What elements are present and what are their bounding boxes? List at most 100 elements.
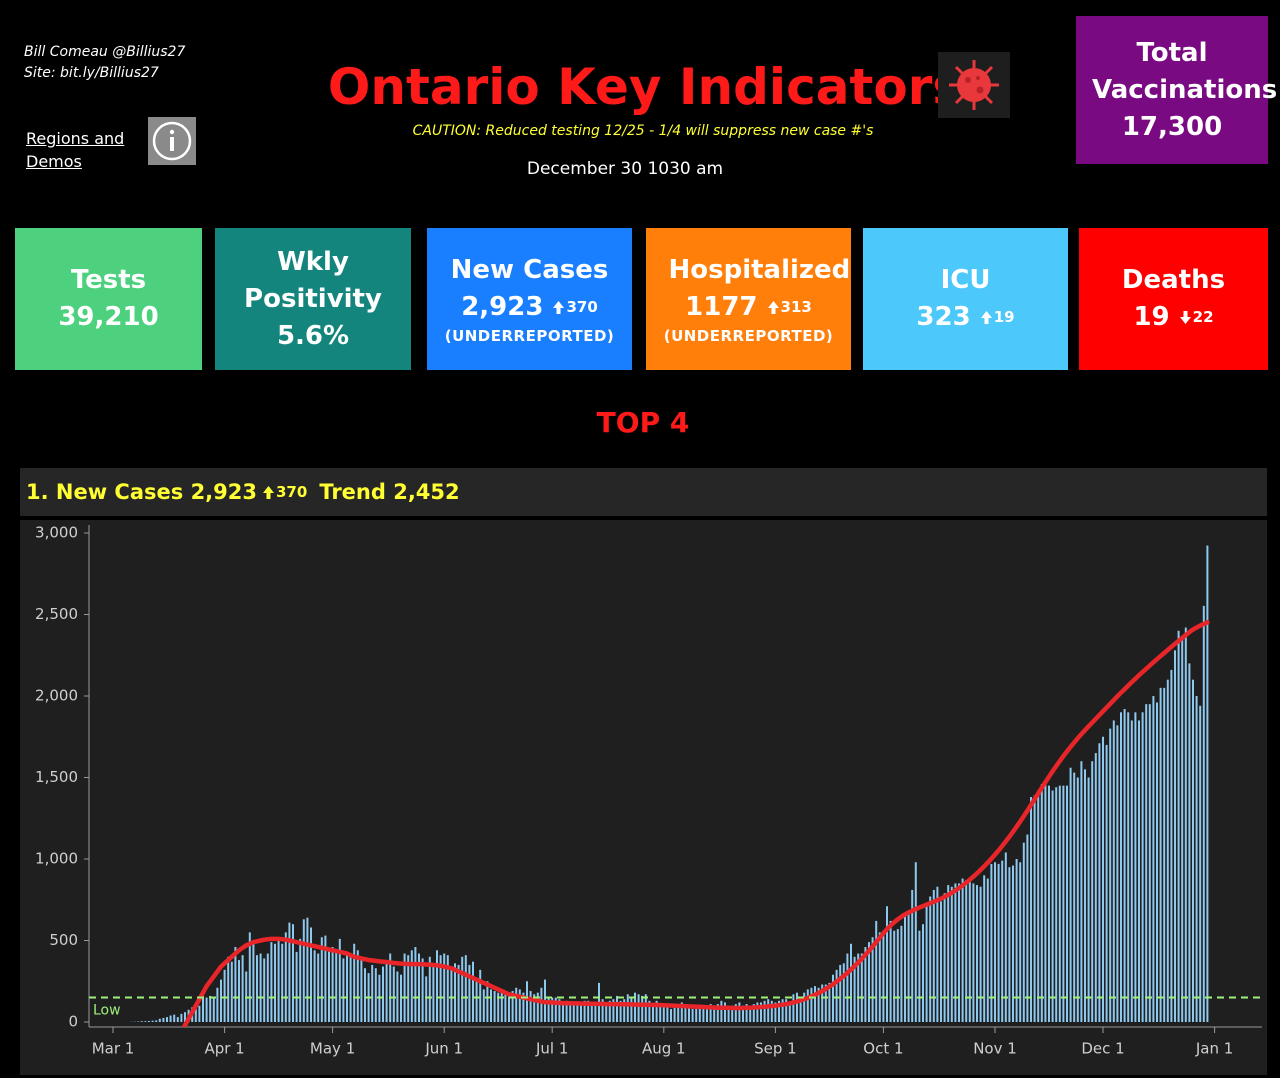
x-tick-label: Oct 1 [863, 1040, 903, 1058]
bar [842, 963, 845, 1022]
bar [220, 979, 222, 1022]
bar [1166, 679, 1169, 1022]
bar [947, 885, 950, 1022]
bar [562, 1002, 564, 1022]
x-tick-label: Jul 1 [535, 1040, 568, 1058]
chart-header: 1. New Cases 2,923 370 Trend 2,452 [20, 468, 1267, 516]
bar [554, 997, 557, 1022]
bar [796, 992, 798, 1022]
bar [493, 991, 496, 1022]
bar [356, 950, 359, 1022]
bar [482, 989, 485, 1022]
bar [1206, 545, 1209, 1022]
kpi-value-row: 39,210 [58, 299, 158, 336]
section-title: TOP 4 [596, 406, 690, 439]
bar [209, 995, 212, 1022]
bar [767, 999, 770, 1022]
bar [1138, 720, 1140, 1022]
bar [785, 999, 788, 1022]
delta-arrow [263, 485, 274, 499]
plot-area [130, 545, 1210, 1027]
bar [572, 1004, 575, 1022]
bar [695, 1007, 698, 1022]
bar [349, 956, 352, 1022]
bar [565, 1000, 568, 1022]
bar [911, 889, 914, 1022]
bar [439, 955, 442, 1022]
bar [1188, 663, 1191, 1022]
kpi-tile: Wkly Positivity 5.6% [215, 228, 411, 370]
bar [644, 994, 647, 1022]
bar [878, 932, 881, 1022]
bar [943, 893, 946, 1022]
vaccinations-value: 17,300 [1121, 111, 1223, 142]
kpi-value: 39,210 [58, 302, 159, 332]
bar [893, 930, 896, 1022]
kpi-delta: 313 [767, 289, 812, 326]
delta-arrow [1179, 311, 1191, 324]
bar [158, 1018, 161, 1022]
bar [248, 932, 251, 1022]
bar [270, 942, 273, 1022]
bar [403, 953, 406, 1022]
bar [724, 1002, 726, 1022]
bar [814, 986, 816, 1022]
bar [1004, 852, 1007, 1022]
bar [716, 1004, 719, 1022]
bar [266, 953, 269, 1022]
bar [655, 1000, 658, 1022]
vaccinations-label: Total Vaccinations [1092, 37, 1278, 105]
bar [929, 896, 932, 1022]
bar [382, 966, 384, 1022]
bar [803, 992, 806, 1022]
bar [407, 955, 410, 1022]
kpi-label: Wkly Positivity [244, 246, 382, 314]
bar [810, 987, 813, 1022]
bar [1148, 704, 1151, 1022]
bar [1134, 712, 1137, 1022]
info-button[interactable] [148, 117, 196, 165]
bar [522, 992, 525, 1022]
bar [302, 919, 305, 1022]
bar [310, 927, 312, 1022]
delta-value: 370 [566, 298, 598, 316]
bar [558, 999, 561, 1022]
bar [1127, 712, 1130, 1022]
y-tick-label: 0 [68, 1013, 78, 1031]
bar [540, 987, 543, 1022]
bar [389, 953, 392, 1022]
bar [414, 947, 417, 1022]
bar [709, 1004, 712, 1022]
bar [817, 987, 820, 1022]
bar [360, 960, 363, 1022]
bar [576, 1002, 579, 1022]
y-tick-label: 2,000 [35, 687, 78, 705]
bar [940, 901, 942, 1022]
bar [1058, 785, 1061, 1022]
site: Site: bit.ly/Billius27 [24, 65, 159, 81]
bar [461, 956, 464, 1022]
kpi-value-row: 2,923 370 [461, 289, 598, 326]
bar [612, 999, 615, 1022]
bar [691, 1008, 694, 1022]
kpi-label: New Cases [450, 255, 609, 285]
bar [1044, 784, 1047, 1022]
bar [421, 958, 424, 1022]
bar [180, 1013, 183, 1022]
regions-link[interactable]: Regions and Demos [26, 129, 125, 171]
bar [688, 1005, 690, 1022]
caution-note: CAUTION: Reduced testing 12/25 - 1/4 wil… [412, 123, 874, 139]
bar [1105, 744, 1108, 1022]
bar [486, 981, 489, 1022]
bar [882, 930, 885, 1022]
bar [432, 966, 435, 1022]
bar [889, 920, 892, 1022]
bar [662, 1005, 665, 1022]
kpi-value-row: 1177 313 [685, 289, 812, 326]
bar [230, 961, 233, 1022]
bar [1080, 761, 1083, 1022]
x-tick-label: Dec 1 [1081, 1040, 1124, 1058]
bar [623, 999, 626, 1022]
bar [479, 969, 482, 1022]
